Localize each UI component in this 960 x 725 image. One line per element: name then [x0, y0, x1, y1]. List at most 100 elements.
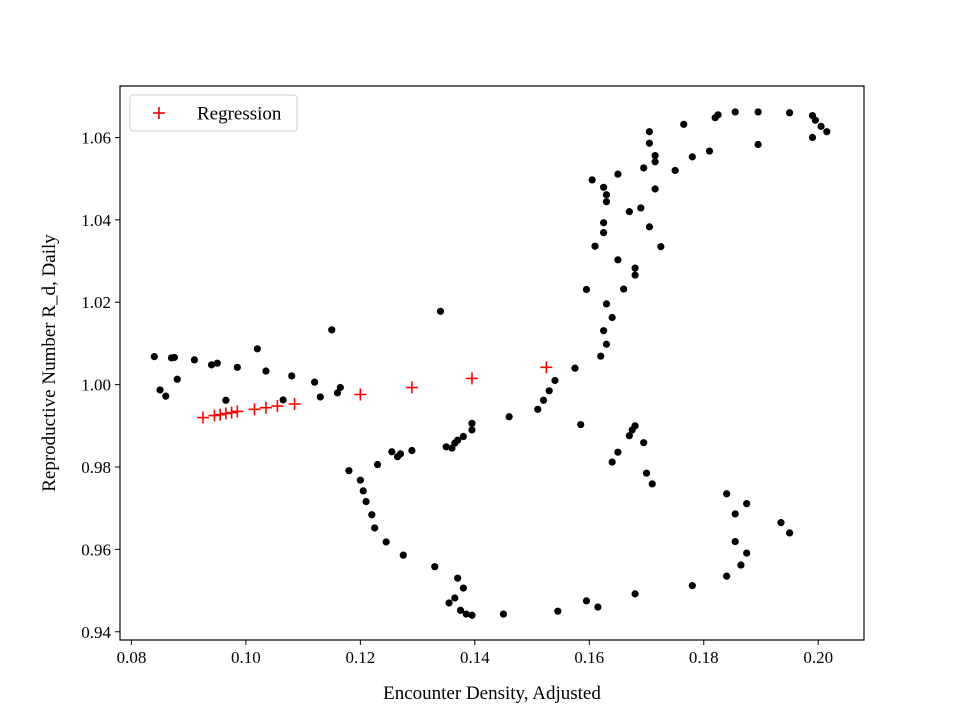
regression-point	[465, 372, 478, 385]
x-tick-label: 0.18	[689, 648, 719, 667]
data-point	[600, 183, 608, 191]
data-point	[614, 256, 622, 264]
regression-point	[225, 406, 238, 419]
data-point	[602, 300, 611, 308]
y-tick-label: 0.98	[81, 458, 111, 477]
y-axis-label: Reproductive Number R_d, Daily	[39, 234, 60, 492]
data-point	[645, 223, 653, 231]
data-point	[631, 264, 639, 272]
data-point	[505, 413, 513, 421]
data-point	[705, 147, 714, 155]
plot-area-frame	[119, 85, 865, 641]
data-point	[190, 356, 198, 364]
data-point	[743, 500, 751, 508]
regression-point	[208, 409, 221, 422]
y-tick-label: 1.04	[81, 211, 111, 230]
data-point	[602, 340, 611, 348]
data-point	[316, 393, 324, 401]
data-point	[382, 538, 390, 546]
regression-point	[214, 408, 227, 421]
data-point	[640, 439, 648, 447]
y-tick-label: 1.06	[81, 128, 111, 147]
data-point	[207, 361, 216, 369]
data-point	[577, 420, 585, 429]
data-point	[648, 480, 656, 488]
data-point	[786, 529, 794, 537]
legend: Regression	[129, 94, 298, 132]
x-axis-label: Encounter Density, Adjusted	[383, 683, 601, 704]
y-tick-label: 1.02	[81, 293, 111, 312]
data-point	[373, 460, 382, 469]
data-point	[454, 574, 462, 582]
data-point	[600, 229, 608, 237]
data-point	[262, 367, 270, 375]
legend-label-regression: Regression	[197, 104, 282, 125]
data-point	[614, 170, 622, 178]
data-point	[731, 108, 739, 116]
regression-point	[288, 397, 301, 410]
legend-marker-plus-icon	[153, 107, 165, 119]
data-point	[714, 111, 722, 119]
data-point	[451, 594, 459, 602]
data-point	[640, 164, 648, 172]
regression-point	[196, 411, 209, 424]
data-point	[156, 386, 164, 394]
data-point	[600, 327, 608, 335]
data-point	[608, 313, 616, 322]
data-point	[823, 128, 831, 136]
data-point	[222, 396, 230, 404]
regression-points	[196, 361, 553, 424]
legend-box	[129, 94, 298, 132]
data-point	[642, 469, 651, 477]
data-point	[362, 498, 370, 506]
data-point	[310, 378, 319, 386]
data-point	[723, 572, 731, 580]
data-point	[454, 436, 462, 444]
data-point	[445, 599, 453, 607]
data-point	[808, 133, 817, 142]
data-point	[459, 432, 467, 441]
data-point	[625, 432, 633, 440]
data-point	[817, 122, 825, 130]
data-point	[571, 364, 579, 372]
data-point	[213, 359, 221, 367]
data-point	[811, 116, 819, 124]
data-point	[594, 603, 602, 611]
data-point	[582, 597, 591, 605]
y-tick-label: 0.94	[81, 623, 111, 642]
data-point	[388, 448, 396, 456]
data-point	[754, 140, 762, 149]
data-point	[631, 271, 639, 279]
data-point	[539, 396, 548, 404]
data-point	[582, 285, 591, 294]
data-point	[545, 387, 553, 395]
data-point	[731, 510, 739, 518]
x-tick-label: 0.12	[345, 648, 375, 667]
data-point	[602, 198, 611, 206]
data-point	[233, 363, 241, 371]
data-point	[396, 450, 405, 458]
data-point	[637, 204, 645, 212]
data-point	[150, 353, 158, 361]
y-axis-ticks: 0.94 0.96 0.98 1.00 1.02 1.04 1.06	[81, 128, 120, 642]
data-point	[737, 561, 745, 569]
data-point	[657, 243, 665, 251]
data-point	[170, 353, 178, 362]
data-point	[786, 109, 794, 117]
data-point	[468, 419, 476, 427]
data-point	[499, 610, 508, 618]
data-point	[743, 549, 751, 557]
data-point	[459, 584, 467, 592]
data-point	[731, 537, 739, 546]
data-point	[359, 487, 367, 495]
y-tick-label: 1.00	[81, 376, 111, 395]
data-point	[777, 519, 785, 527]
x-tick-label: 0.08	[117, 648, 147, 667]
data-point	[600, 219, 608, 227]
data-point	[279, 396, 287, 404]
data-point	[431, 563, 439, 571]
data-point	[602, 191, 611, 199]
data-point	[551, 376, 559, 385]
data-point	[588, 176, 596, 184]
regression-point	[231, 405, 244, 418]
